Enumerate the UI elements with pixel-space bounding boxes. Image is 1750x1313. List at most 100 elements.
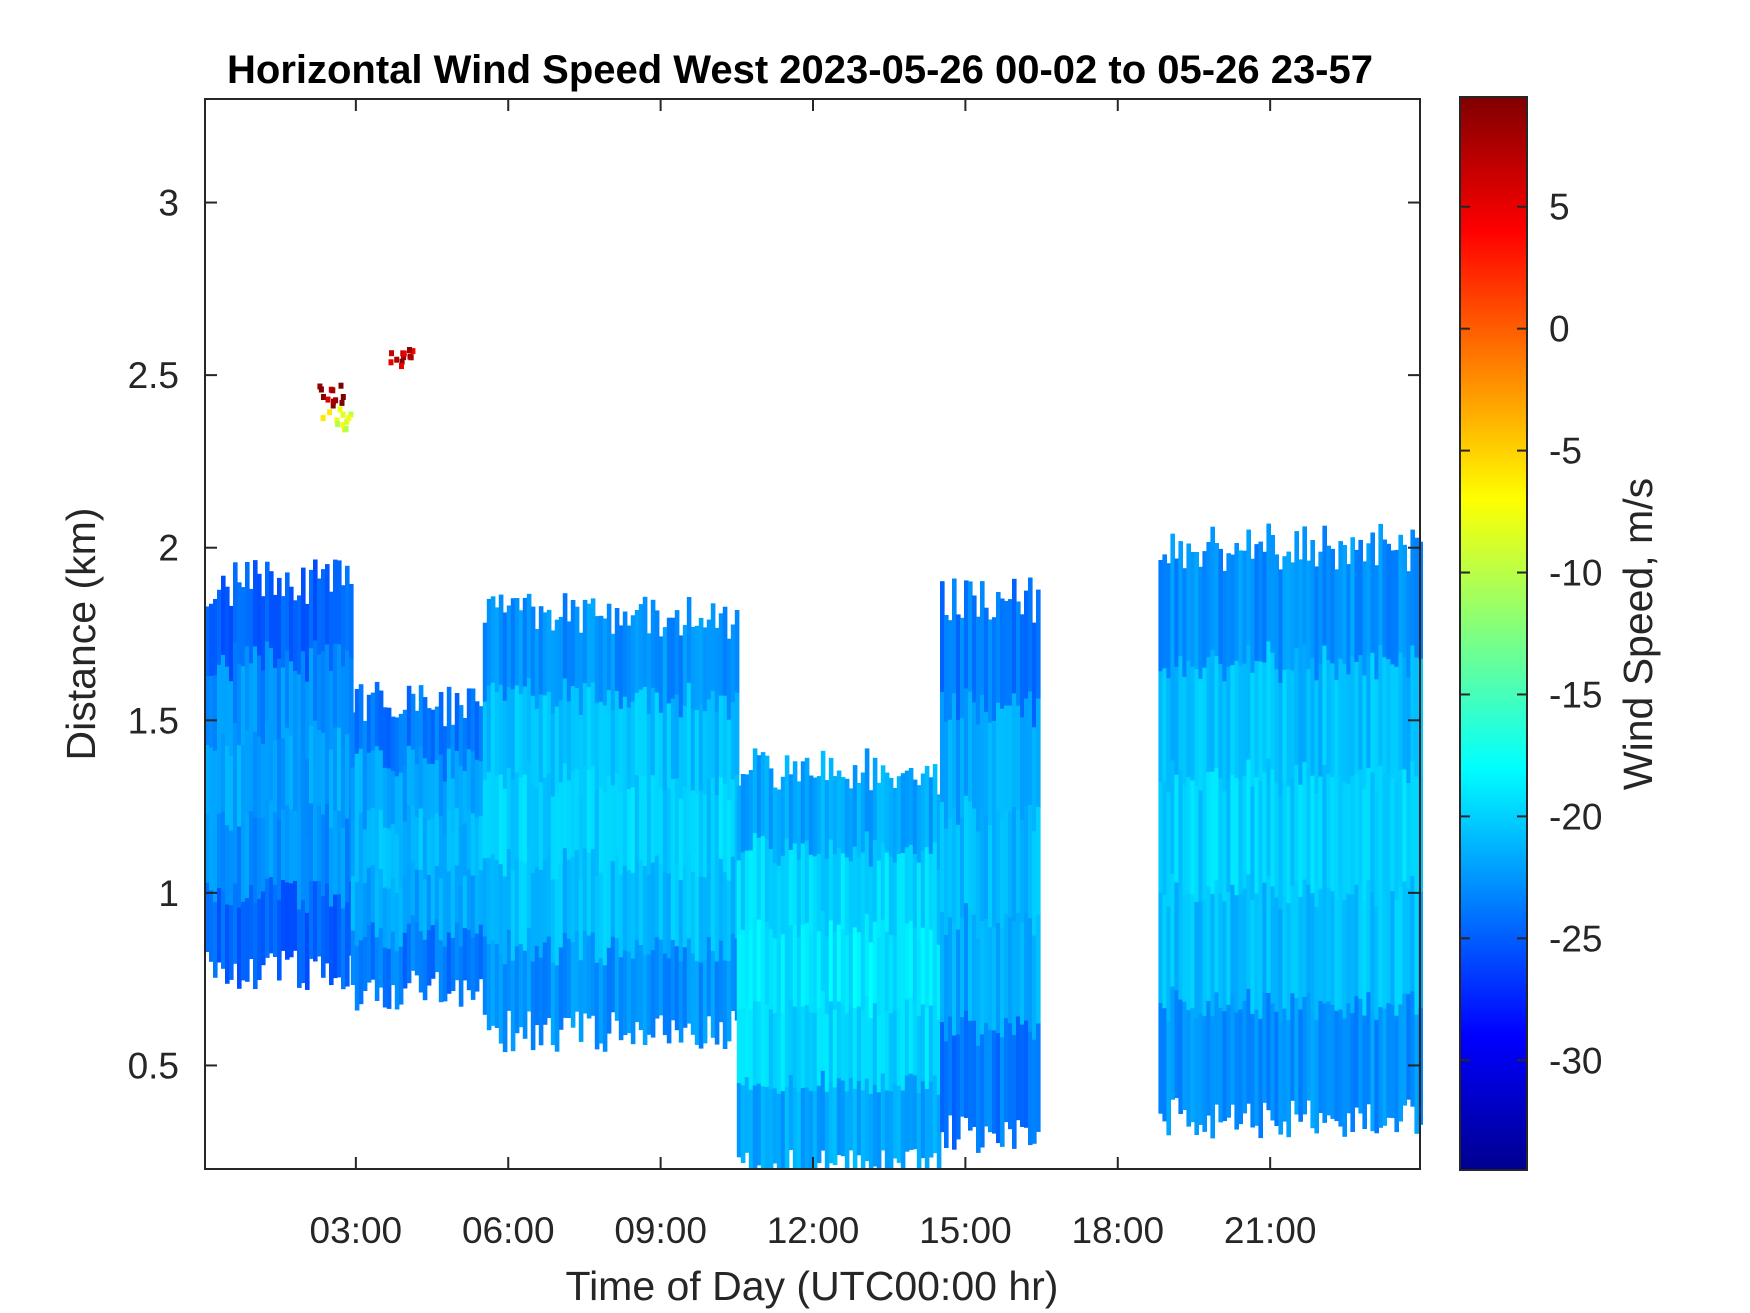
heatmap-cell	[422, 939, 428, 1001]
heatmap-cell	[1390, 890, 1395, 1005]
heatmap-cell	[249, 662, 254, 738]
heatmap-cell	[764, 755, 770, 839]
heatmap-cell	[388, 359, 394, 366]
heatmap-cell	[418, 807, 424, 870]
heatmap-cell	[1358, 769, 1363, 885]
heatmap-cell	[309, 725, 314, 804]
heatmap-cell	[1394, 549, 1399, 667]
heatmap-cell	[538, 781, 544, 870]
heatmap-cell	[506, 767, 512, 849]
heatmap-cell	[221, 654, 226, 734]
heatmap-cell	[1306, 884, 1311, 993]
heatmap-cell	[808, 854, 814, 934]
heatmap-cell	[213, 750, 218, 827]
heatmap-cell	[327, 409, 333, 416]
heatmap-cell	[1278, 682, 1283, 796]
heatmap-cell	[546, 935, 552, 1018]
heatmap-cell	[221, 732, 226, 812]
heatmap-cell	[678, 960, 684, 1043]
heatmap-cell	[630, 872, 636, 959]
heatmap-cell	[241, 665, 246, 745]
heatmap-cell	[398, 946, 404, 1005]
heatmap-cell	[844, 1091, 850, 1170]
heatmap-cell	[1254, 776, 1259, 894]
heatmap-cell	[996, 1032, 1001, 1144]
heatmap-cell	[944, 827, 949, 935]
heatmap-cell	[920, 1004, 926, 1082]
colorbar-gradient	[1459, 96, 1528, 1171]
heatmap-cell	[816, 1007, 822, 1086]
y-axis-label: Distance (km)	[58, 508, 104, 761]
heatmap-cell	[618, 956, 624, 1041]
heatmap-cell	[1282, 1008, 1287, 1122]
heatmap-cell	[1008, 599, 1013, 706]
heatmap-cell	[964, 795, 969, 904]
heatmap-cell	[920, 1080, 926, 1159]
heatmap-cell	[1290, 992, 1295, 1101]
heatmap-cell	[650, 599, 656, 688]
heatmap-cell	[1254, 892, 1259, 1010]
heatmap-cell	[586, 769, 592, 853]
heatmap-cell	[1394, 1015, 1399, 1133]
heatmap-cell	[522, 950, 528, 1039]
heatmap-cell	[297, 595, 302, 675]
heatmap-cell	[752, 1000, 758, 1086]
heatmap-cell	[398, 829, 404, 889]
heatmap-cell	[309, 880, 314, 959]
heatmap-cell	[498, 773, 504, 865]
heatmap-cell	[868, 865, 874, 943]
heatmap-cell	[374, 936, 380, 1001]
heatmap-cell	[952, 578, 957, 694]
heatmap-cell	[932, 997, 938, 1076]
heatmap-cell	[390, 877, 396, 932]
heatmap-cell	[968, 581, 973, 692]
heatmap-cell	[1286, 902, 1291, 1021]
heatmap-cell	[1398, 886, 1403, 1005]
heatmap-cell	[730, 933, 736, 1011]
heatmap-cell	[594, 962, 600, 1050]
heatmap-cell	[317, 880, 322, 957]
heatmap-cell	[354, 753, 360, 818]
heatmap-cell	[1386, 658, 1391, 774]
colorbar-tick-label: 0	[1549, 309, 1570, 350]
heatmap-cell	[546, 854, 552, 937]
heatmap-cell	[936, 869, 942, 945]
heatmap-cell	[868, 790, 874, 867]
heatmap-cell	[229, 904, 234, 980]
heatmap-cell	[936, 944, 942, 1020]
heatmap-cell	[486, 857, 492, 945]
heatmap-cell	[562, 932, 568, 1018]
heatmap-cell	[690, 871, 696, 954]
heatmap-cell	[694, 709, 700, 794]
heatmap-cell	[872, 921, 878, 1004]
heatmap-cell	[1202, 899, 1207, 1016]
heatmap-cell	[341, 665, 346, 748]
heatmap-cell	[482, 935, 488, 1015]
heatmap-cell	[1238, 1008, 1243, 1125]
heatmap-cell	[329, 905, 334, 986]
heatmap-cell	[407, 347, 412, 353]
heatmap-cell	[744, 849, 750, 927]
heatmap-cell	[269, 571, 274, 649]
heatmap-cell	[1278, 1021, 1283, 1135]
heatmap-cell	[1302, 878, 1307, 997]
heatmap-cell	[1206, 542, 1211, 658]
heatmap-cell	[506, 848, 512, 930]
heatmap-cell	[438, 753, 444, 817]
heatmap-cell	[1282, 895, 1287, 1009]
heatmap-cell	[478, 815, 484, 871]
heatmap-cell	[410, 859, 416, 916]
heatmap-cell	[630, 615, 636, 702]
heatmap-cell	[876, 782, 882, 861]
heatmap-cell	[1342, 1018, 1347, 1137]
heatmap-cell	[1166, 677, 1171, 793]
heatmap-cell	[253, 902, 258, 990]
heatmap-cell	[694, 793, 700, 878]
heatmap-cell	[1166, 791, 1171, 907]
heatmap-cell	[650, 774, 656, 863]
heatmap-cell	[542, 612, 548, 696]
heatmap-cell	[606, 947, 612, 1034]
heatmap-cell	[490, 939, 496, 1026]
heatmap-cell	[1286, 551, 1291, 670]
heatmap-cell	[1306, 560, 1311, 670]
